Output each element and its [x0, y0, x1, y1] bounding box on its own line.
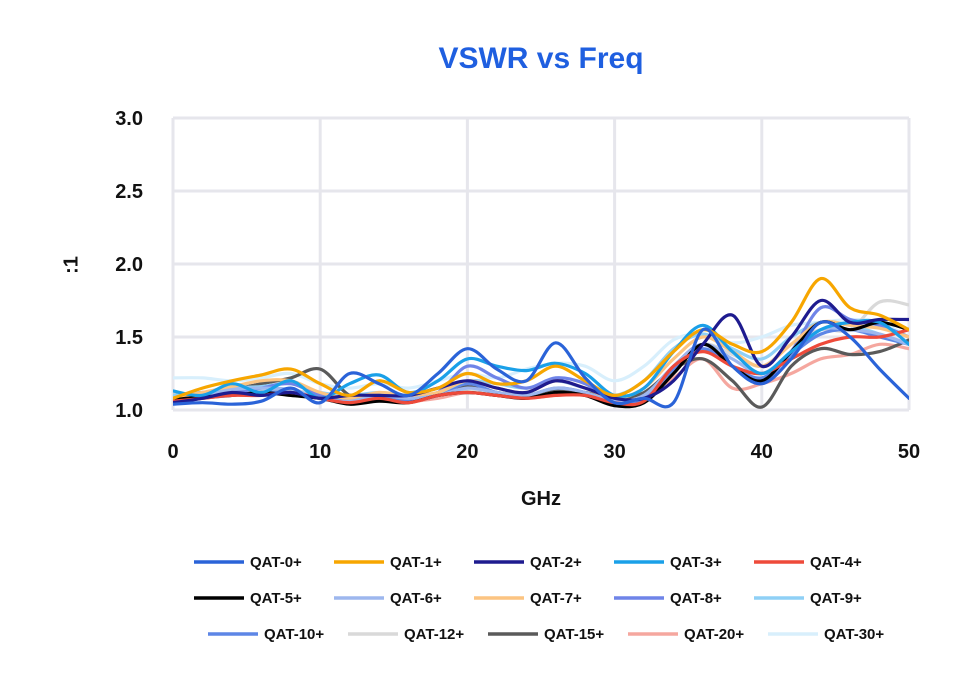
x-axis-title: GHz [521, 488, 561, 510]
legend-label: QAT-10+ [264, 626, 324, 643]
legend-label: QAT-5+ [250, 590, 302, 607]
legend-label: QAT-6+ [390, 590, 442, 607]
chart-title: VSWR vs Freq [438, 42, 643, 75]
series-line-qat-1 [173, 276, 909, 400]
x-tick-label: 40 [751, 441, 773, 463]
y-tick-label: 2.5 [115, 181, 143, 203]
x-tick-label: 0 [167, 441, 178, 463]
y-tick-label: 1.0 [115, 400, 143, 422]
legend-label: QAT-30+ [824, 626, 884, 643]
legend-label: QAT-0+ [250, 554, 302, 571]
x-tick-label: 30 [603, 441, 625, 463]
y-tick-label: 3.0 [115, 108, 143, 130]
axis-ticks: 0 10 20 30 40 50 1.0 1.5 2.0 2.5 3.0 [115, 108, 920, 463]
legend-label: QAT-7+ [530, 590, 582, 607]
legend-label: QAT-2+ [530, 554, 582, 571]
legend-label: QAT-12+ [404, 626, 464, 643]
x-tick-label: 20 [456, 441, 478, 463]
x-tick-label: 10 [309, 441, 331, 463]
legend-label: QAT-20+ [684, 626, 744, 643]
legend-label: QAT-1+ [390, 554, 442, 571]
legend-label: QAT-3+ [670, 554, 722, 571]
y-axis-title: :1 [60, 256, 82, 274]
legend-label: QAT-4+ [810, 554, 862, 571]
legend-label: QAT-9+ [810, 590, 862, 607]
x-tick-label: 50 [898, 441, 920, 463]
y-tick-label: 1.5 [115, 327, 143, 349]
series-line-qat-2 [173, 298, 909, 405]
legend-label: QAT-8+ [670, 590, 722, 607]
legend: QAT-0+ QAT-1+ QAT-2+ QAT-3+ QAT-4+ QAT-5+ QAT-… [194, 554, 884, 643]
series-lines [173, 276, 909, 409]
grid [171, 116, 911, 412]
legend-label: QAT-15+ [544, 626, 604, 643]
series-line-qat-3 [173, 318, 909, 400]
series-line-qat-0 [173, 320, 909, 409]
y-tick-label: 2.0 [115, 254, 143, 276]
